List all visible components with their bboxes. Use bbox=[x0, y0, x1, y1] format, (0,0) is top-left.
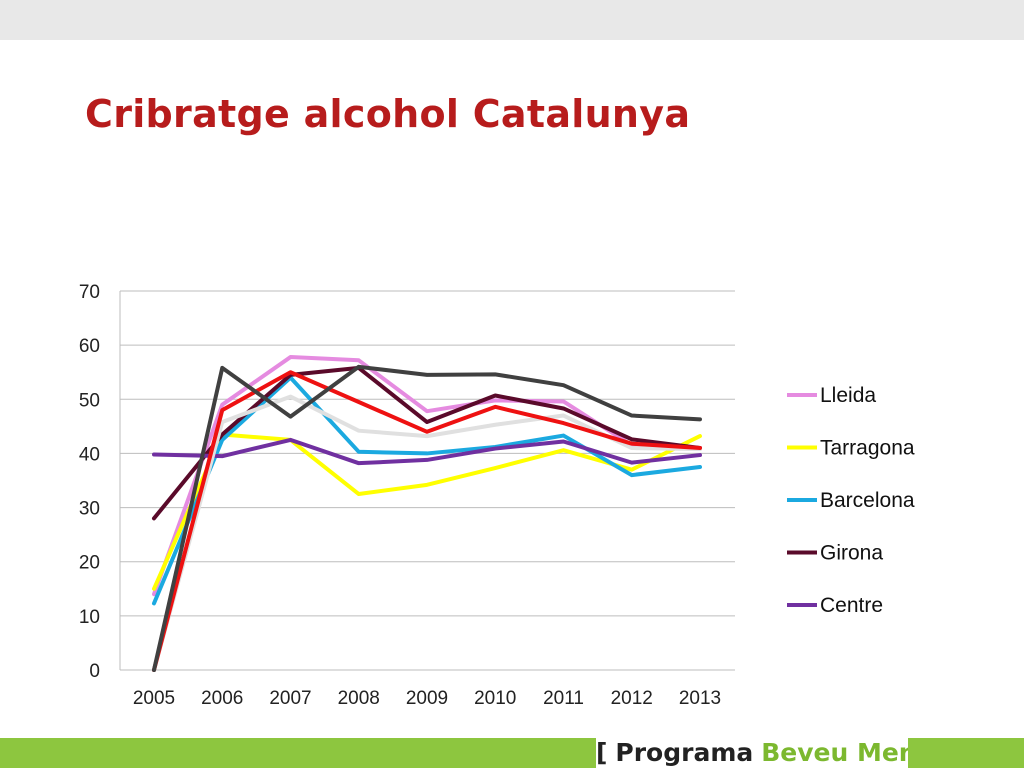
logo-open-bracket: [ bbox=[596, 738, 608, 767]
legend-label: Barcelona bbox=[820, 489, 915, 512]
legend-label: Tarragona bbox=[820, 437, 915, 460]
y-tick-label: 60 bbox=[79, 336, 100, 357]
series-line-unlabeled-6 bbox=[152, 370, 702, 672]
x-tick-label: 2007 bbox=[269, 688, 311, 709]
series-line-centre bbox=[152, 437, 702, 466]
series-line-unlabeled-7 bbox=[152, 364, 702, 672]
legend: Lleida Tarragona Barcelona Girona Centre bbox=[787, 384, 915, 617]
x-tick-label: 2006 bbox=[201, 688, 243, 709]
x-tick-label: 2005 bbox=[133, 688, 175, 709]
logo-word-programa: Programa bbox=[615, 738, 754, 767]
y-tick-label: 20 bbox=[79, 553, 100, 574]
x-axis-ticks: 2005 2006 2007 2008 2009 2010 2011 2012 2013 bbox=[133, 688, 721, 709]
y-tick-label: 50 bbox=[79, 390, 100, 411]
top-band bbox=[0, 0, 1024, 40]
x-tick-label: 2013 bbox=[679, 688, 721, 709]
grid-lines bbox=[119, 290, 735, 671]
y-tick-label: 30 bbox=[79, 499, 100, 520]
series-line-barcelona bbox=[152, 375, 702, 606]
program-logo: [ Programa Beveu Menys ] bbox=[596, 738, 908, 768]
slide-title: Cribratge alcohol Catalunya bbox=[85, 92, 691, 136]
y-tick-label: 10 bbox=[79, 607, 100, 628]
series-lines bbox=[152, 355, 702, 672]
y-tick-label: 40 bbox=[79, 444, 100, 465]
y-tick-label: 70 bbox=[79, 282, 100, 303]
legend-label: Girona bbox=[820, 542, 883, 565]
logo-word-beveu-menys: Beveu Menys bbox=[761, 738, 908, 767]
x-tick-label: 2012 bbox=[611, 688, 653, 709]
x-tick-label: 2010 bbox=[474, 688, 516, 709]
legend-label: Lleida bbox=[820, 384, 876, 407]
line-chart: 0 10 20 30 40 50 60 70 2005 2006 2007 2008 2009 2010… bbox=[79, 282, 915, 709]
series-line-lleida bbox=[152, 355, 702, 597]
x-tick-label: 2009 bbox=[406, 688, 448, 709]
x-tick-label: 2008 bbox=[338, 688, 380, 709]
legend-label: Centre bbox=[820, 594, 883, 617]
y-axis-ticks: 0 10 20 30 40 50 60 70 bbox=[79, 282, 100, 682]
y-tick-label: 0 bbox=[89, 661, 100, 682]
x-tick-label: 2011 bbox=[543, 688, 584, 709]
